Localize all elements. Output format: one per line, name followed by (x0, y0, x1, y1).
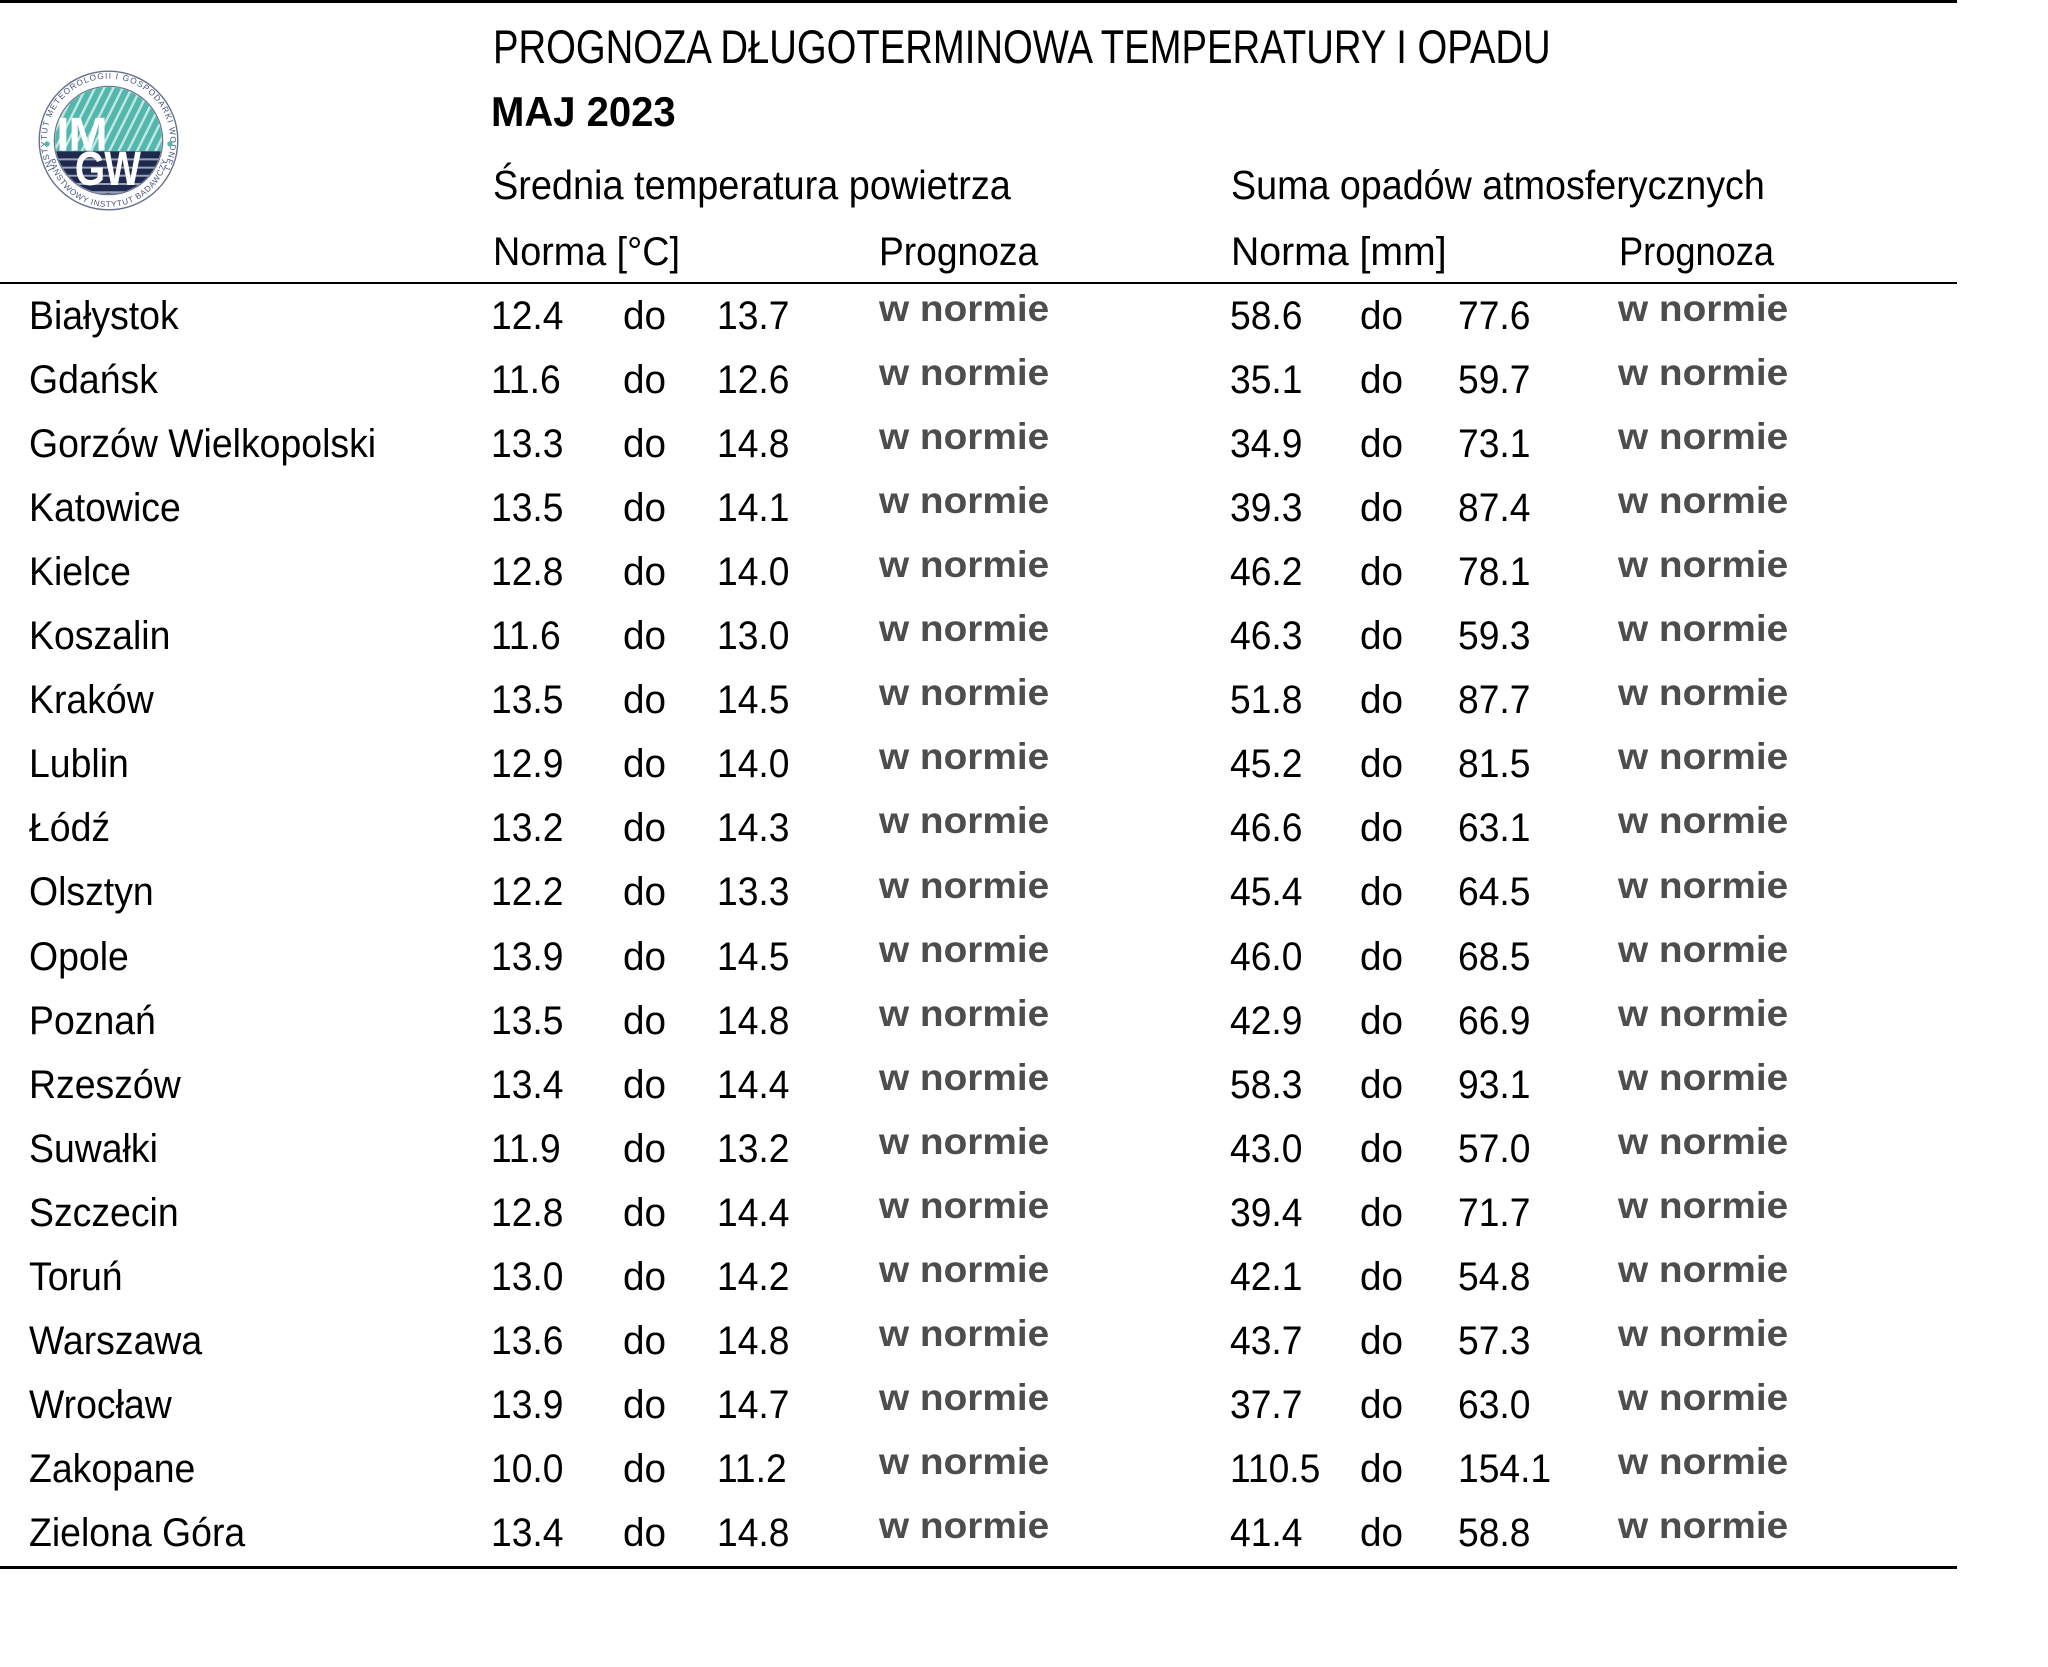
svg-text:IM: IM (56, 108, 106, 161)
svg-text:GW: GW (75, 142, 142, 196)
